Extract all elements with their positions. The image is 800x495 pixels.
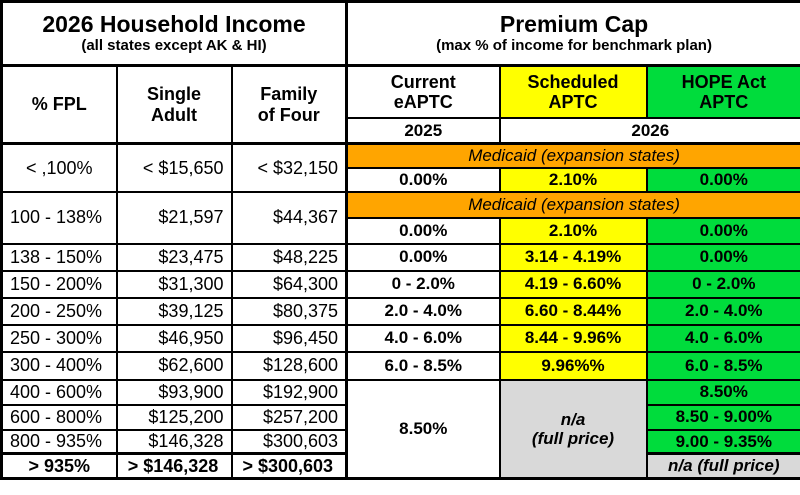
single-income-value: $21,597 [115, 190, 233, 245]
medicaid-banner: Medicaid (expansion states) [345, 142, 800, 169]
single-income-value: $23,475 [115, 242, 233, 272]
family-income-value: > $300,603 [230, 452, 348, 480]
fpl-row-value: 300 - 400% [0, 350, 118, 381]
income-title: 2026 Household Income [42, 11, 306, 38]
single-income-value: $125,200 [115, 403, 233, 431]
premium-section-title: Premium Cap (max % of income for benchma… [345, 0, 800, 67]
fpl-row-value: 150 - 200% [0, 269, 118, 299]
single-header-line2: Adult [151, 104, 197, 125]
current-eaptc-column-header: Current eAPTC [345, 64, 501, 119]
hope-header-line1: HOPE Act [681, 71, 766, 92]
scheduled-rate-value: 3.14 - 4.19% [498, 242, 648, 272]
fpl-column-header: % FPL [0, 64, 118, 145]
single-income-value: $31,300 [115, 269, 233, 299]
single-income-value: < $15,650 [115, 142, 233, 193]
scheduled-header-line1: Scheduled [527, 71, 619, 92]
medicaid-banner: Medicaid (expansion states) [345, 190, 800, 219]
current-rate-value: 0.00% [345, 242, 501, 272]
scheduled-na-cell: n/a (full price) [498, 378, 648, 480]
premium-title: Premium Cap [499, 11, 649, 38]
single-income-value: $146,328 [115, 428, 233, 455]
family-income-value: $64,300 [230, 269, 348, 299]
hope-rate-value: 0.00% [645, 216, 800, 245]
current-rate-merged-value: 8.50% [345, 378, 501, 480]
hope-na-cell: n/a (full price) [645, 452, 800, 480]
fpl-row-value: 400 - 600% [0, 378, 118, 406]
current-rate-value: 2.0 - 4.0% [345, 296, 501, 326]
current-rate-value: 0.00% [345, 216, 501, 245]
scheduled-rate-value: 6.60 - 8.44% [498, 296, 648, 326]
family-income-value: < $32,150 [230, 142, 348, 193]
hope-rate-value: 0 - 2.0% [645, 269, 800, 299]
single-income-value: $46,950 [115, 323, 233, 353]
family-income-value: $192,900 [230, 378, 348, 406]
hope-rate-value: 4.0 - 6.0% [645, 323, 800, 353]
hope-rate-value: 0.00% [645, 166, 800, 193]
scheduled-rate-value: 9.96%% [498, 350, 648, 381]
hope-act-column-header: HOPE Act APTC [645, 64, 800, 119]
single-income-value: > $146,328 [115, 452, 233, 480]
na-line2: (full price) [531, 428, 615, 448]
fpl-row-value: 600 - 800% [0, 403, 118, 431]
current-header-line2: eAPTC [393, 91, 453, 112]
hope-rate-value: 6.0 - 8.5% [645, 350, 800, 381]
family-income-value: $44,367 [230, 190, 348, 245]
family-header-line2: of Four [257, 104, 320, 125]
current-rate-value: 0 - 2.0% [345, 269, 501, 299]
scheduled-rate-value: 2.10% [498, 216, 648, 245]
hope-rate-value: 0.00% [645, 242, 800, 272]
hope-rate-value: 2.0 - 4.0% [645, 296, 800, 326]
scheduled-rate-value: 8.44 - 9.96% [498, 323, 648, 353]
fpl-row-value: 800 - 935% [0, 428, 118, 455]
hope-rate-value: 9.00 - 9.35% [645, 428, 800, 455]
fpl-row-value: > 935% [0, 452, 118, 480]
year-2025-header: 2025 [345, 116, 501, 145]
family-of-four-column-header: Family of Four [230, 64, 348, 145]
single-header-line1: Single [146, 84, 201, 105]
single-income-value: $93,900 [115, 378, 233, 406]
premium-subtitle: (max % of income for benchmark plan) [436, 36, 712, 54]
current-rate-value: 0.00% [345, 166, 501, 193]
family-income-value: $128,600 [230, 350, 348, 381]
hope-rate-value: 8.50 - 9.00% [645, 403, 800, 431]
hope-header-line2: APTC [699, 91, 749, 112]
hope-rate-value: 8.50% [645, 378, 800, 406]
family-income-value: $80,375 [230, 296, 348, 326]
single-adult-column-header: Single Adult [115, 64, 233, 145]
family-income-value: $48,225 [230, 242, 348, 272]
scheduled-aptc-column-header: Scheduled APTC [498, 64, 648, 119]
family-income-value: $96,450 [230, 323, 348, 353]
scheduled-header-line2: APTC [548, 91, 598, 112]
data-table: 2026 Household Income (all states except… [0, 0, 800, 480]
scheduled-rate-value: 2.10% [498, 166, 648, 193]
single-income-value: $62,600 [115, 350, 233, 381]
single-income-value: $39,125 [115, 296, 233, 326]
na-line1: n/a [560, 409, 586, 429]
fpl-row-value: 138 - 150% [0, 242, 118, 272]
fpl-row-value: 250 - 300% [0, 323, 118, 353]
fpl-row-value: < ,100% [0, 142, 118, 193]
fpl-row-value: 200 - 250% [0, 296, 118, 326]
family-income-value: $257,200 [230, 403, 348, 431]
family-header-line1: Family [260, 84, 318, 105]
current-rate-value: 6.0 - 8.5% [345, 350, 501, 381]
current-header-line1: Current [390, 71, 456, 92]
income-section-title: 2026 Household Income (all states except… [0, 0, 348, 67]
income-subtitle: (all states except AK & HI) [81, 36, 267, 54]
current-rate-value: 4.0 - 6.0% [345, 323, 501, 353]
family-income-value: $300,603 [230, 428, 348, 455]
scheduled-rate-value: 4.19 - 6.60% [498, 269, 648, 299]
year-2026-header: 2026 [498, 116, 800, 145]
fpl-row-value: 100 - 138% [0, 190, 118, 245]
